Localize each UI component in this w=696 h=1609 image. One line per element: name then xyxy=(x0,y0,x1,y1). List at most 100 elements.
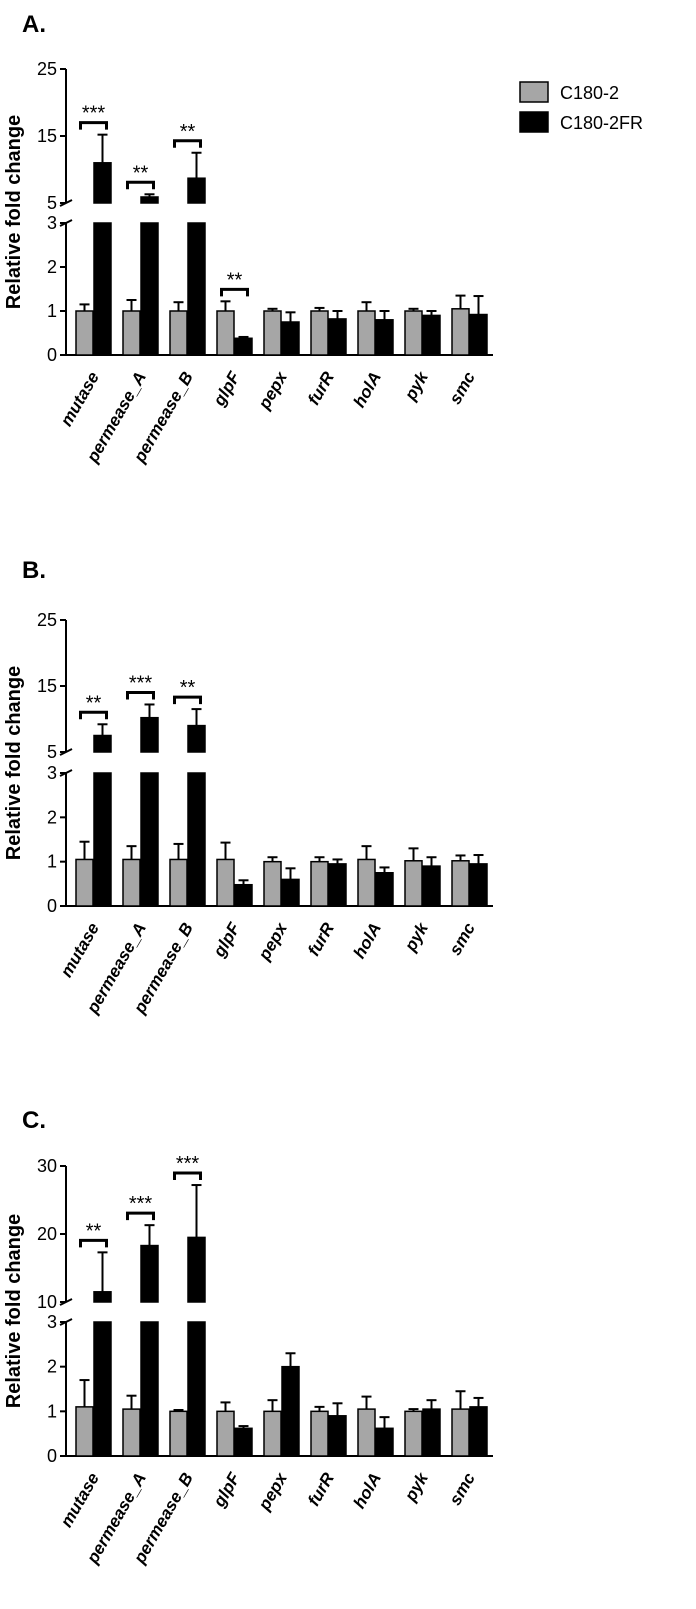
y-tick-label: 3 xyxy=(47,1312,57,1332)
significance-bracket xyxy=(173,139,202,148)
bar xyxy=(75,858,94,907)
bar xyxy=(404,310,423,356)
y-tick-label: 2 xyxy=(47,257,57,277)
y-tick-label: 5 xyxy=(47,742,57,762)
category-label: holA xyxy=(350,1470,385,1512)
bar xyxy=(234,337,253,356)
bar xyxy=(122,858,141,907)
significance-label: *** xyxy=(129,1193,153,1215)
bar xyxy=(357,310,376,356)
legend-swatch xyxy=(519,111,549,133)
significance-bracket xyxy=(173,695,202,705)
category-label: pyk xyxy=(400,1468,432,1505)
y-tick-label: 1 xyxy=(47,301,57,321)
category-label: pyk xyxy=(400,918,432,955)
bar xyxy=(140,196,159,204)
bar xyxy=(328,863,347,907)
bar xyxy=(234,883,253,907)
chart-panel: C. Relative fold change 0 1 2 310 20 30 mutase pe… xyxy=(3,1107,493,1567)
y-tick-label: 10 xyxy=(37,1292,57,1312)
significance-bracket xyxy=(126,1211,155,1221)
panel-label: C. xyxy=(22,1107,46,1134)
bar xyxy=(357,858,376,907)
bar xyxy=(422,314,441,356)
bar xyxy=(328,318,347,356)
category-label: mutase xyxy=(57,1470,103,1531)
y-tick-label: 20 xyxy=(37,1224,57,1244)
bar xyxy=(422,1408,441,1457)
panel-label: A. xyxy=(22,11,46,38)
significance-label: *** xyxy=(129,672,153,694)
category-label: smc xyxy=(445,919,479,958)
category-label: pepx xyxy=(254,918,292,964)
y-axis-label: Relative fold change xyxy=(3,115,25,310)
bar xyxy=(187,1236,206,1303)
legend: C180-2 C180-2FR xyxy=(519,81,643,133)
significance-bracket xyxy=(79,121,108,130)
y-tick-label: 1 xyxy=(47,1401,57,1421)
category-label: mutase xyxy=(57,920,103,981)
significance-label: ** xyxy=(227,269,243,291)
bar xyxy=(216,1410,235,1457)
significance-label: ** xyxy=(180,121,196,143)
bar xyxy=(451,1408,470,1457)
bar xyxy=(122,1408,141,1457)
bar xyxy=(281,878,300,907)
bar xyxy=(75,310,94,356)
bar xyxy=(263,1410,282,1457)
bar xyxy=(169,1410,188,1457)
chart-panels: A.Relative fold change012351525mutaseper… xyxy=(3,11,493,1567)
bar xyxy=(404,1410,423,1457)
bar xyxy=(122,310,141,356)
y-axis-label: Relative fold change xyxy=(3,666,25,861)
bar xyxy=(140,772,159,907)
category-label: holA xyxy=(350,369,385,411)
y-tick-label: 30 xyxy=(37,1156,57,1176)
significance-label: ** xyxy=(86,1220,102,1242)
bar xyxy=(263,310,282,356)
bar xyxy=(404,860,423,907)
bar xyxy=(140,222,159,356)
category-label: furR xyxy=(304,368,338,408)
y-tick-label: 1 xyxy=(47,852,57,872)
bar xyxy=(169,310,188,356)
category-label: pyk xyxy=(400,367,432,404)
bar xyxy=(187,724,206,753)
y-tick-label: 3 xyxy=(47,763,57,783)
y-tick-label: 15 xyxy=(37,126,57,146)
bar xyxy=(234,1427,253,1457)
bar xyxy=(187,772,206,907)
category-label: mutase xyxy=(57,369,103,430)
chart-panel: B.Relative fold change012351525mutaseper… xyxy=(3,557,493,1017)
chart-panel: A.Relative fold change012351525mutaseper… xyxy=(3,11,493,466)
bar xyxy=(328,1415,347,1457)
bar xyxy=(187,1321,206,1457)
significance-label: ** xyxy=(86,692,102,714)
bar xyxy=(140,1321,159,1457)
y-tick-label: 15 xyxy=(37,676,57,696)
significance-label: ** xyxy=(180,677,196,699)
legend-label: C180-2FR xyxy=(560,113,643,133)
bar xyxy=(451,308,470,356)
category-label: smc xyxy=(445,1469,479,1508)
y-tick-label: 3 xyxy=(47,213,57,233)
category-label: furR xyxy=(304,1469,338,1509)
bar xyxy=(310,310,329,356)
bar xyxy=(263,860,282,907)
bar xyxy=(375,872,394,907)
y-axis-label: Relative fold change xyxy=(3,1214,25,1409)
bar xyxy=(310,860,329,907)
bar xyxy=(469,313,488,356)
bar xyxy=(469,1406,488,1457)
legend-label: C180-2 xyxy=(560,83,619,103)
significance-bracket xyxy=(79,710,108,720)
panel-label: B. xyxy=(22,557,46,584)
y-tick-label: 5 xyxy=(47,193,57,213)
y-tick-label: 2 xyxy=(47,1357,57,1377)
significance-bracket xyxy=(79,1238,108,1248)
bar xyxy=(451,860,470,907)
y-tick-label: 2 xyxy=(47,807,57,827)
bar xyxy=(169,858,188,907)
bar xyxy=(357,1408,376,1457)
